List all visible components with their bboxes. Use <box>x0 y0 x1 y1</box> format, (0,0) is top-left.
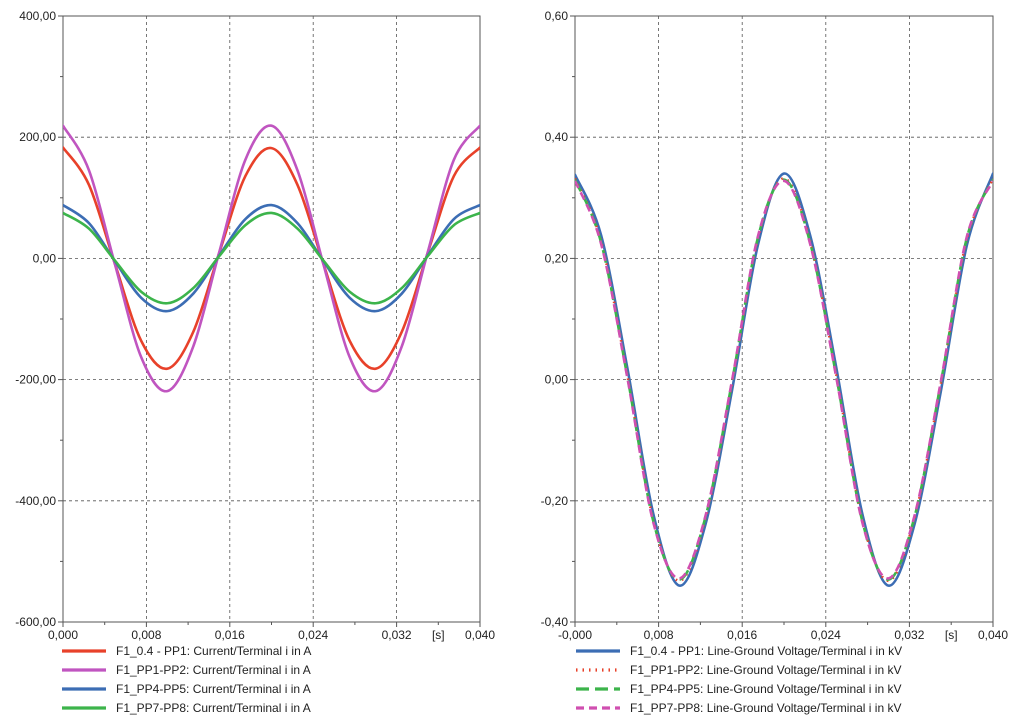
plot-area <box>574 15 994 623</box>
current-chart: 400,00200,000,00-200,00-400,00-600,000,0… <box>15 9 495 715</box>
y-tick-label: 200,00 <box>19 130 56 144</box>
legend-label-2: F1_PP4-PP5: Current/Terminal i in A <box>116 682 311 696</box>
series-line-3 <box>63 211 480 305</box>
legend-label-2: F1_PP4-PP5: Line-Ground Voltage/Terminal… <box>630 682 901 696</box>
legend-label-1: F1_PP1-PP2: Line-Ground Voltage/Terminal… <box>630 663 901 677</box>
x-tick-label: 0,032 <box>382 628 412 642</box>
x-tick-label: 0,040 <box>465 628 495 642</box>
series-line-3 <box>575 179 993 580</box>
x-tick-label: 0,000 <box>48 628 78 642</box>
y-tick-label: -400,00 <box>15 494 56 508</box>
y-tick-label: 0,00 <box>545 373 569 387</box>
plot-area <box>62 15 481 623</box>
voltage-chart: 0,60 0,40 0,20 0,00 -0,20 -0,40-0,000 0,008 0,0… <box>541 9 1009 715</box>
y-tick-label: 0,60 <box>545 9 569 23</box>
series-line-1 <box>63 124 480 393</box>
x-tick-label: 0,024 <box>298 628 328 642</box>
series-line-0 <box>63 146 480 370</box>
series-line-2 <box>63 203 480 313</box>
legend-label-3: F1_PP7-PP8: Current/Terminal i in A <box>116 701 311 715</box>
x-tick-label: 0,016 <box>215 628 245 642</box>
legend-label-0: F1_0.4 - PP1: Line-Ground Voltage/Termin… <box>630 644 902 658</box>
y-tick-label: -0,20 <box>541 494 569 508</box>
y-tick-label: 0,40 <box>545 130 569 144</box>
y-tick-label: -0,40 <box>541 615 569 629</box>
x-tick-label: 0,008 <box>131 628 161 642</box>
x-tick-label: -0,000 <box>558 628 592 642</box>
x-tick-label: 0,016 <box>727 628 757 642</box>
x-unit-label: [s] <box>432 628 445 642</box>
legend-label-3: F1_PP7-PP8: Line-Ground Voltage/Terminal… <box>630 701 901 715</box>
x-tick-label: 0,032 <box>894 628 924 642</box>
legend-label-1: F1_PP1-PP2: Current/Terminal i in A <box>116 663 311 677</box>
y-tick-label: 0,20 <box>545 251 569 265</box>
y-tick-label: -200,00 <box>15 373 56 387</box>
x-tick-label: 0,040 <box>978 628 1008 642</box>
y-tick-label: 0,00 <box>33 251 57 265</box>
x-tick-label: 0,008 <box>644 628 674 642</box>
x-tick-label: 0,024 <box>811 628 841 642</box>
y-tick-label: -600,00 <box>15 615 56 629</box>
legend-label-0: F1_0.4 - PP1: Current/Terminal i in A <box>116 644 311 658</box>
y-tick-label: 400,00 <box>19 9 56 23</box>
x-unit-label: [s] <box>945 628 958 642</box>
